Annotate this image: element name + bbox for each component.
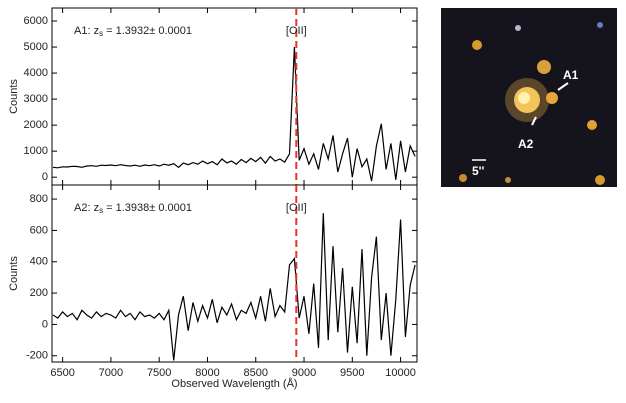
- star: [595, 175, 605, 185]
- star: [515, 25, 521, 31]
- y-tick-label: 6000: [24, 15, 48, 27]
- x-tick-label: 9500: [340, 367, 364, 379]
- image-label: A2: [518, 137, 534, 151]
- pointer: [531, 116, 537, 126]
- marker-label: [OII]: [286, 25, 307, 37]
- marker-label: [OII]: [286, 202, 307, 214]
- image-label: 5'': [472, 164, 485, 178]
- x-tick-label: 7000: [99, 367, 123, 379]
- panel-label-suffix: = 1.3938± 0.0001: [103, 202, 192, 214]
- y-tick-label: 3000: [24, 93, 48, 105]
- galaxy-core: [518, 92, 530, 104]
- star: [505, 177, 511, 183]
- panel-label-prefix: A1: z: [74, 25, 99, 37]
- y-tick-label: 5000: [24, 41, 48, 53]
- image-a1: [546, 92, 558, 104]
- y-tick-label: 600: [30, 224, 48, 236]
- y-tick-label: 800: [30, 193, 48, 205]
- panel-label: A2: zs = 1.3938± 0.0001: [74, 202, 192, 215]
- x-tick-label: 8500: [244, 367, 268, 379]
- panel-label-sub: s: [99, 206, 103, 215]
- x-tick-label: 8000: [195, 367, 219, 379]
- star: [537, 60, 551, 74]
- y-tick-label: 0: [42, 171, 48, 183]
- sky-image: A1 A2 5'': [441, 8, 617, 187]
- y-axis-label: Counts: [8, 79, 20, 114]
- y-tick-label: 1000: [24, 145, 48, 157]
- star: [587, 120, 597, 130]
- panel-label-suffix: = 1.3932± 0.0001: [103, 25, 192, 37]
- panel-label-prefix: A2: z: [74, 202, 99, 214]
- x-tick-label: 7500: [147, 367, 171, 379]
- panel-label: A1: zs = 1.3932± 0.0001: [74, 25, 192, 38]
- star: [459, 174, 467, 182]
- y-tick-label: 4000: [24, 67, 48, 79]
- pointer: [557, 82, 569, 91]
- x-tick-label: 6500: [50, 367, 74, 379]
- y-tick-label: -200: [26, 350, 48, 362]
- spectrum-line: [52, 213, 416, 361]
- star: [472, 40, 482, 50]
- image-label: A1: [563, 68, 579, 82]
- plot-frame: [51, 184, 418, 363]
- spectrum-line: [52, 46, 416, 182]
- y-tick-label: 400: [30, 256, 48, 268]
- y-tick-label: 200: [30, 287, 48, 299]
- star: [597, 22, 603, 28]
- x-tick-label: 10000: [385, 367, 416, 379]
- x-tick-label: 9000: [292, 367, 316, 379]
- y-axis-label: Counts: [8, 256, 20, 291]
- y-tick-label: 2000: [24, 119, 48, 131]
- panel-label-sub: s: [99, 29, 103, 38]
- x-axis-label: Observed Wavelength (Å): [171, 377, 297, 390]
- y-tick-label: 0: [42, 318, 48, 330]
